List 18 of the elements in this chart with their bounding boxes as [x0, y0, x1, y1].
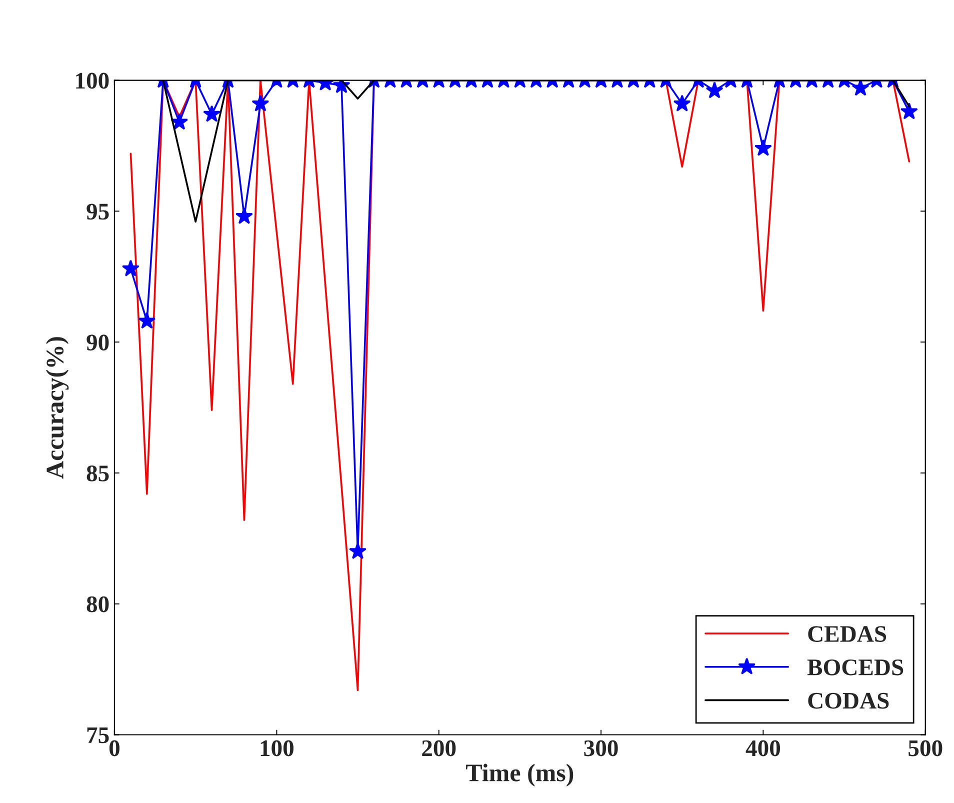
x-tick-label: 100: [260, 740, 294, 756]
x-tick-label: 500: [908, 740, 942, 756]
y-tick-label: 75: [87, 727, 109, 744]
x-tick-label: 300: [584, 740, 618, 756]
y-tick-label: 100: [76, 72, 109, 89]
legend-label: CODAS: [808, 692, 889, 709]
y-tick-label: 90: [86, 334, 109, 350]
x-axis-title: Time (ms): [466, 764, 574, 786]
y-axis-title: Accuracy(%): [46, 337, 69, 479]
line-series: [130, 80, 910, 692]
y-tick-label: 80: [86, 596, 109, 612]
x-tick-label: 200: [422, 740, 456, 756]
y-tick-label: 95: [86, 204, 109, 220]
x-tick-label: 0: [109, 740, 120, 756]
legend-label: BOCEDS: [807, 659, 904, 676]
legend-label: CEDAS: [808, 626, 886, 642]
x-tick-label: 400: [746, 740, 780, 756]
y-tick-label: 85: [86, 465, 109, 482]
